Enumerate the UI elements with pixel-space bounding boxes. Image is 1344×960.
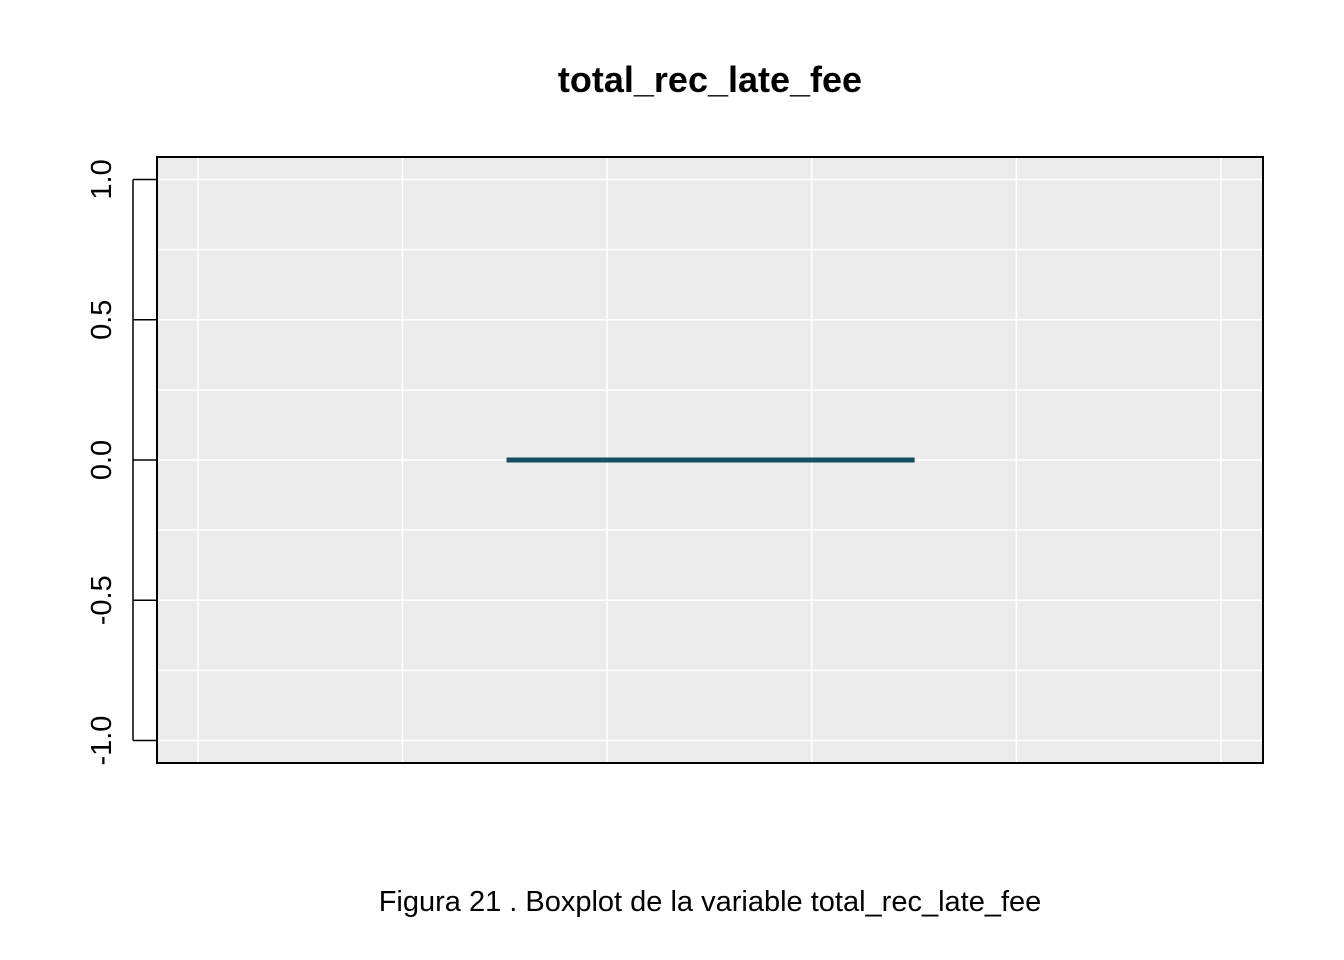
y-tick-label: -0.5 — [86, 575, 118, 625]
y-tick-label: -1.0 — [86, 716, 118, 766]
y-tick-label: 0.0 — [86, 440, 118, 480]
y-tick-label: 1.0 — [86, 159, 118, 199]
y-tick-label: 0.5 — [86, 300, 118, 340]
figure-caption: Figura 21 . Boxplot de la variable total… — [379, 886, 1042, 918]
y-axis: -1.0 -0.5 0.0 0.5 1.0 — [86, 159, 157, 766]
chart-title: total_rec_late_fee — [558, 59, 862, 100]
grid-lines — [157, 157, 1263, 763]
